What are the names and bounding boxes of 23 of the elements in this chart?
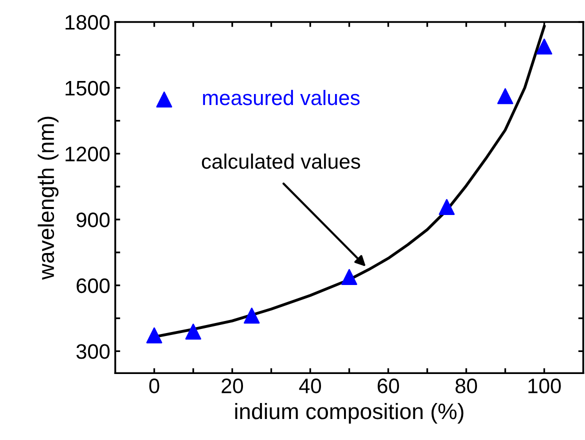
x-axis-title: indium composition (%) (235, 402, 464, 424)
x-tick-label: 40 (299, 378, 322, 394)
y-tick-label: 900 (76, 212, 110, 228)
point (185, 324, 202, 340)
x-tick-label: 100 (528, 378, 561, 394)
y-tick-label: 1800 (66, 15, 110, 30)
y-tick-label: 1500 (66, 80, 110, 96)
y-tick-label: 600 (76, 278, 110, 294)
point (438, 199, 455, 215)
point (497, 88, 514, 104)
point (146, 327, 162, 344)
point (341, 269, 358, 285)
point (536, 38, 552, 55)
x-tick-label: 20 (222, 378, 244, 394)
annotation: calculated values (202, 154, 360, 169)
x-tick-label: 0 (149, 378, 160, 394)
y-axis-title: wavelength (nm) (38, 116, 58, 280)
y-tick-label: 1200 (66, 146, 110, 162)
legend-label: measured values (203, 90, 360, 106)
x-tick-label: 80 (456, 378, 478, 394)
x-tick-label: 60 (378, 378, 400, 394)
y-tick-label: 300 (76, 344, 110, 359)
point (244, 308, 260, 324)
